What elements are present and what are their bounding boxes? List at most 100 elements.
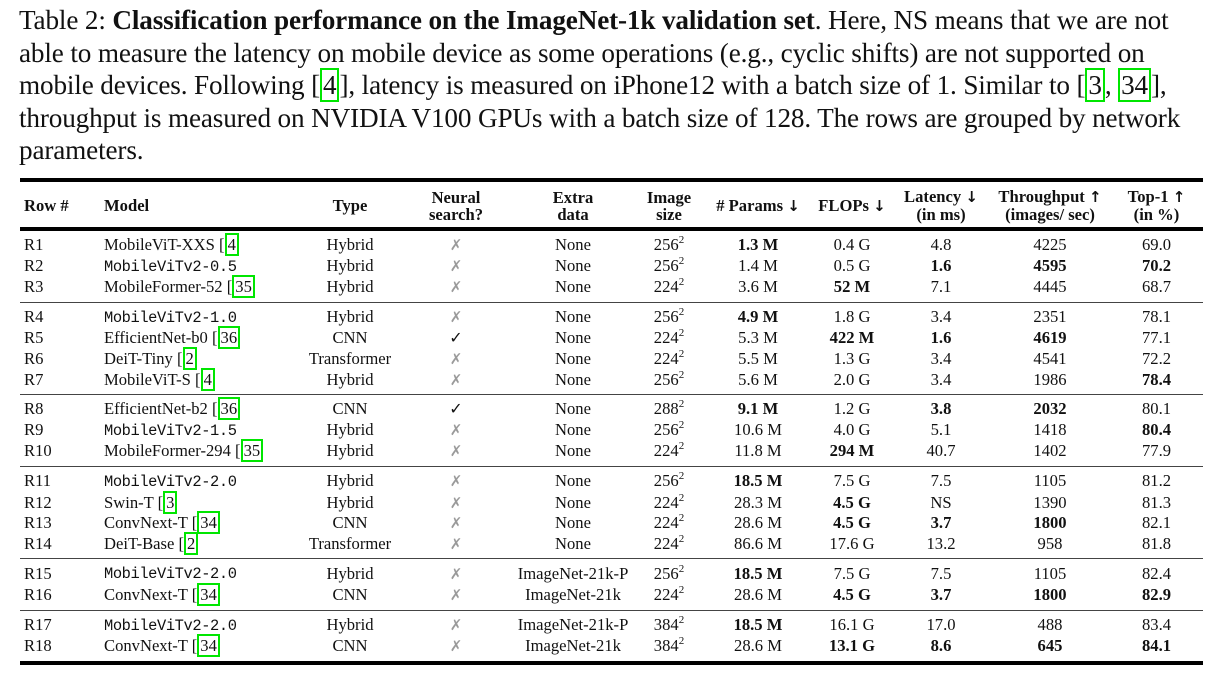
citation-link[interactable]: 36: [217, 397, 241, 421]
type-cell: CNN: [300, 395, 400, 420]
row-number: R8: [24, 399, 44, 419]
extra-data-cell: ImageNet-21k-P: [512, 610, 634, 636]
flops-cell: 422 M: [812, 328, 892, 349]
model-name: MobileViTv2-2.0: [104, 616, 237, 635]
extra-data: None: [555, 235, 591, 254]
latency-cell: 3.4: [892, 302, 990, 328]
image-size: 224: [653, 328, 679, 348]
throughput-cell: 4445: [990, 277, 1110, 302]
top1-value: 78.4: [1141, 369, 1172, 389]
citation-link[interactable]: 35: [240, 439, 264, 463]
check-icon: ✓: [449, 399, 463, 419]
caption-text: . Here, NS means that we are not able to…: [19, 5, 1169, 101]
flops-value: 52 M: [833, 277, 871, 297]
header-top1: Top-1 ↑ (in %): [1110, 180, 1203, 229]
latency-value: 3.4: [930, 348, 952, 368]
citation-link[interactable]: 36: [217, 326, 241, 350]
throughput-cell: 1105: [990, 466, 1110, 492]
throughput-value: 1800: [1033, 584, 1067, 604]
row-group: R8 EfficientNet-b2 [36 CNN ✓ None 2882 9.1 M 1.…: [20, 395, 1203, 467]
throughput-cell: 1390: [990, 493, 1110, 514]
flops-cell: 0.5 G: [812, 256, 892, 278]
citation-link[interactable]: 34: [197, 582, 220, 606]
table-row: R16 ConvNext-T [34 CNN ✗ ImageNet-21k 2242 28.…: [20, 582, 1203, 610]
header-type: Type: [332, 196, 368, 215]
citation-link[interactable]: 3: [1085, 68, 1105, 103]
table-row: R13 ConvNext-T [34 CNN ✗ None 2242 28.6 M 4.5 G…: [20, 511, 1203, 535]
type-cell: Hybrid: [300, 420, 400, 442]
citation-link[interactable]: 4: [320, 68, 340, 103]
flops-value: 2.0 G: [833, 369, 871, 389]
model-type: Transformer: [308, 348, 392, 368]
throughput-cell: 1418: [990, 420, 1110, 442]
latency-cell: 3.8: [892, 395, 990, 420]
flops-value: 4.5 G: [833, 513, 871, 533]
model-type: Transformer: [308, 533, 392, 553]
model-name: DeiT-Tiny: [104, 348, 173, 368]
table-row: R7 MobileViT-S [4 Hybrid ✗ None 2562 5.6 M 2.0 …: [20, 367, 1203, 395]
throughput-value: 4619: [1033, 328, 1067, 348]
citation-link[interactable]: 35: [232, 275, 255, 299]
params-cell: 5.5 M: [704, 349, 812, 370]
neural-search-cell: ✗: [400, 636, 512, 663]
extra-data-cell: ImageNet-21k: [512, 585, 634, 610]
type-cell: Hybrid: [300, 441, 400, 466]
top1-cell: 82.1: [1110, 513, 1203, 534]
model-name: MobileViTv2-1.5: [104, 421, 237, 440]
extra-data-cell: ImageNet-21k-P: [512, 559, 634, 585]
citation-link[interactable]: 34: [197, 634, 220, 658]
extra-data-cell: None: [512, 493, 634, 514]
header-line: FLOPs: [818, 195, 869, 215]
squared-superscript: 2: [678, 398, 685, 411]
extra-data-cell: None: [512, 534, 634, 559]
model-type: CNN: [332, 328, 368, 348]
top1-cell: 77.1: [1110, 328, 1203, 349]
row-number-cell: R5: [20, 328, 100, 349]
citation-link[interactable]: 3: [163, 490, 178, 514]
cross-icon: ✗: [449, 472, 463, 491]
top1-cell: 72.2: [1110, 349, 1203, 370]
latency-value: 3.7: [930, 584, 952, 604]
model-name: MobileViTv2-1.0: [104, 308, 237, 327]
latency-value: 13.2: [926, 533, 956, 553]
params-cell: 28.6 M: [704, 636, 812, 663]
params-cell: 5.6 M: [704, 370, 812, 395]
cross-icon: ✗: [449, 534, 463, 553]
extra-data: None: [555, 420, 591, 440]
top1-value: 68.7: [1141, 277, 1172, 297]
image-size-cell: 2562: [634, 229, 704, 256]
citation-link[interactable]: 34: [1118, 68, 1151, 103]
row-number-cell: R3: [20, 277, 100, 302]
squared-superscript: 2: [678, 327, 685, 340]
params-value: 28.3 M: [734, 492, 782, 512]
citation-link[interactable]: 4: [224, 233, 239, 256]
image-size: 256: [653, 471, 679, 491]
table-header: Row # Model Type Neural search? Extra data…: [20, 180, 1203, 229]
top1-value: 82.1: [1141, 513, 1172, 533]
citation-link[interactable]: 2: [182, 346, 197, 370]
flops-value: 0.5 G: [833, 256, 871, 276]
params-cell: 11.8 M: [704, 441, 812, 466]
row-number-cell: R15: [20, 559, 100, 585]
header-line: Top-1: [1127, 187, 1169, 206]
flops-cell: 294 M: [812, 441, 892, 466]
citation-link[interactable]: 4: [200, 367, 215, 391]
header-line: Extra: [552, 187, 594, 207]
type-cell: Hybrid: [300, 229, 400, 256]
image-size-cell: 3842: [634, 636, 704, 663]
header-params: # Params ↓: [704, 180, 812, 229]
header-flops: FLOPs ↓: [812, 180, 892, 229]
params-value: 28.6 M: [734, 513, 782, 533]
throughput-value: 645: [1037, 636, 1063, 656]
neural-search-cell: ✓: [400, 328, 512, 349]
extra-data-cell: None: [512, 302, 634, 328]
model-cell: EfficientNet-b2 [36: [100, 395, 300, 421]
citation-link[interactable]: 2: [184, 531, 199, 555]
neural-search-cell: ✗: [400, 441, 512, 466]
model-cell: DeiT-Tiny [2: [100, 346, 300, 370]
latency-cell: 17.0: [892, 610, 990, 636]
model-type: CNN: [332, 399, 368, 419]
top1-value: 83.4: [1141, 615, 1172, 634]
latency-cell: 3.7: [892, 585, 990, 610]
citation-link[interactable]: 34: [197, 511, 220, 535]
